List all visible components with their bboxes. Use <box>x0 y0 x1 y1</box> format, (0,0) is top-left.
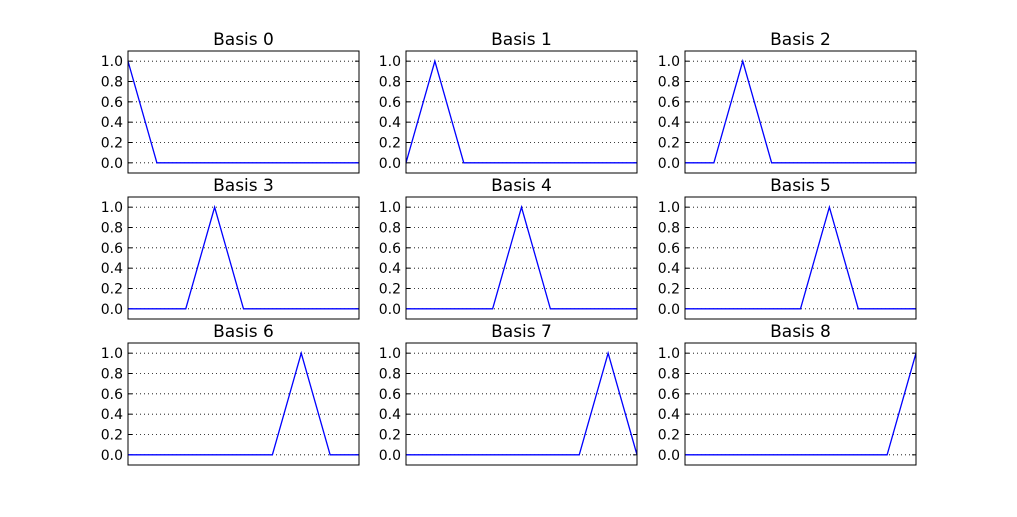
y-tick-label: 1.0 <box>379 200 401 216</box>
y-tick-label: 0.4 <box>658 115 680 131</box>
subplot-title: Basis 1 <box>491 30 552 50</box>
y-tick-label: 0.0 <box>658 156 680 172</box>
y-tick-label: 0.2 <box>379 282 401 298</box>
y-tick-label: 1.0 <box>379 54 401 70</box>
y-tick-label: 0.6 <box>658 387 680 403</box>
y-tick-label: 0.2 <box>379 428 401 444</box>
y-tick-label: 0.8 <box>658 367 680 383</box>
y-tick-label: 0.2 <box>101 428 123 444</box>
series-line <box>406 204 637 310</box>
subplot-1: Basis 1 1.0 0.8 0.6 0.4 0.2 0.0 <box>379 30 638 174</box>
y-tick-label: 0.4 <box>379 407 401 423</box>
y-tick-label: 0.8 <box>101 221 123 237</box>
series-line <box>685 58 916 164</box>
y-tick-label: 1.0 <box>379 346 401 362</box>
series-line <box>405 58 637 164</box>
y-tick-label: 0.2 <box>658 136 680 152</box>
y-tick-label: 0.8 <box>379 367 401 383</box>
subplot-title: Basis 0 <box>213 30 274 50</box>
subplot-title: Basis 4 <box>491 176 552 196</box>
series-line <box>127 60 359 164</box>
axes-frame <box>684 196 917 320</box>
y-tick-label: 0.6 <box>379 241 401 257</box>
y-tick-label: 0.2 <box>379 136 401 152</box>
y-tick-label: 0.0 <box>101 302 123 318</box>
y-tick-label: 0.2 <box>658 282 680 298</box>
axes-frame <box>405 196 638 320</box>
y-tick-label: 0.8 <box>101 367 123 383</box>
y-tick-label: 0.4 <box>379 261 401 277</box>
y-tick-label: 0.4 <box>658 407 680 423</box>
series-line <box>128 350 359 456</box>
y-tick-label: 0.4 <box>379 115 401 131</box>
series-line <box>128 204 359 310</box>
axes-frame <box>127 50 360 174</box>
y-tick-label: 0.0 <box>658 448 680 464</box>
y-tick-label: 0.8 <box>379 221 401 237</box>
subplot-2: Basis 2 1.0 0.8 0.6 0.4 0.2 0.0 <box>658 30 917 174</box>
y-tick-label: 0.6 <box>379 95 401 111</box>
subplot-title: Basis 2 <box>770 30 831 50</box>
axes-frame <box>405 342 638 466</box>
y-tick-label: 0.6 <box>658 241 680 257</box>
subplot-3: Basis 3 1.0 0.8 0.6 0.4 0.2 0.0 <box>101 176 360 320</box>
y-tick-label: 0.4 <box>658 261 680 277</box>
subplot-title: Basis 8 <box>770 322 831 342</box>
y-tick-label: 1.0 <box>658 346 680 362</box>
y-tick-label: 0.0 <box>379 156 401 172</box>
subplot-8: Basis 8 1.0 0.8 0.6 0.4 0.2 0.0 <box>658 322 917 466</box>
y-tick-label: 0.2 <box>658 428 680 444</box>
y-tick-label: 1.0 <box>101 346 123 362</box>
y-tick-label: 0.0 <box>379 302 401 318</box>
y-tick-label: 0.0 <box>658 302 680 318</box>
subplot-4: Basis 4 1.0 0.8 0.6 0.4 0.2 0.0 <box>379 176 638 320</box>
subplot-title: Basis 3 <box>213 176 274 196</box>
y-tick-label: 1.0 <box>658 54 680 70</box>
y-tick-label: 0.0 <box>379 448 401 464</box>
y-tick-label: 1.0 <box>101 200 123 216</box>
subplot-title: Basis 5 <box>770 176 831 196</box>
subplot-title: Basis 6 <box>213 322 274 342</box>
y-tick-label: 1.0 <box>658 200 680 216</box>
y-tick-label: 0.6 <box>101 387 123 403</box>
subplot-7: Basis 7 1.0 0.8 0.6 0.4 0.2 0.0 <box>379 322 638 466</box>
y-tick-label: 0.2 <box>101 136 123 152</box>
y-tick-label: 0.6 <box>101 95 123 111</box>
y-tick-label: 0.8 <box>658 75 680 91</box>
axes-frame <box>684 50 917 174</box>
y-tick-label: 0.4 <box>101 115 123 131</box>
series-line <box>685 204 916 310</box>
series-line <box>406 350 638 456</box>
y-tick-label: 0.8 <box>658 221 680 237</box>
y-tick-label: 0.2 <box>101 282 123 298</box>
axes-frame <box>405 50 638 174</box>
series-line <box>685 352 917 456</box>
y-tick-label: 1.0 <box>101 54 123 70</box>
y-tick-label: 0.6 <box>379 387 401 403</box>
subplot-6: Basis 6 1.0 0.8 0.6 0.4 0.2 0.0 <box>101 322 360 466</box>
y-tick-label: 0.6 <box>658 95 680 111</box>
subplot-title: Basis 7 <box>491 322 552 342</box>
y-tick-label: 0.4 <box>101 407 123 423</box>
y-tick-label: 0.4 <box>101 261 123 277</box>
axes-frame <box>127 196 360 320</box>
y-tick-label: 0.8 <box>379 75 401 91</box>
axes-frame <box>684 342 917 466</box>
y-tick-label: 0.6 <box>101 241 123 257</box>
subplot-0: Basis 0 1.0 0.8 0.6 0.4 0.2 0.0 <box>101 30 360 174</box>
y-tick-label: 0.0 <box>101 448 123 464</box>
axes-frame <box>127 342 360 466</box>
y-tick-label: 0.0 <box>101 156 123 172</box>
subplot-5: Basis 5 1.0 0.8 0.6 0.4 0.2 0.0 <box>658 176 917 320</box>
y-tick-label: 0.8 <box>101 75 123 91</box>
